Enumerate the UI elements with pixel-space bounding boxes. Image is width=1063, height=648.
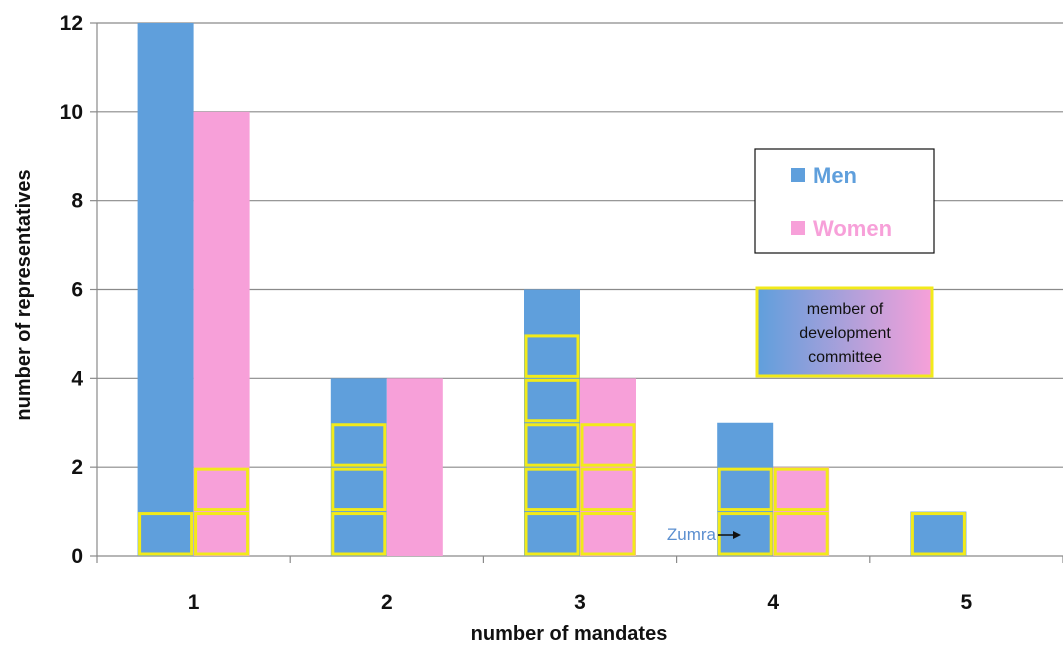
committee-member-women-3-3 [580, 423, 636, 467]
annotation: Zumra [667, 525, 741, 544]
bar-men-2 [330, 378, 387, 556]
committee-member-men-5-1 [910, 512, 966, 556]
committee-member-men-2-1 [331, 512, 387, 556]
legend-swatch-men [791, 168, 805, 182]
bar-women-2 [386, 378, 443, 556]
annotation-zumra: Zumra [667, 525, 717, 544]
x-tick-label-4: 4 [767, 591, 779, 614]
x-tick-label-2: 2 [381, 591, 393, 614]
x-tick-label-1: 1 [188, 591, 200, 614]
y-axis-title: number of representatives [13, 169, 35, 420]
x-tick-label-3: 3 [574, 591, 586, 614]
committee-note-line-1: member of [807, 301, 884, 318]
legend-label-men: Men [813, 163, 857, 188]
committee-member-men-2-2 [331, 467, 387, 512]
committee-member-men-3-1 [524, 512, 580, 556]
y-tick-label-8: 8 [71, 190, 83, 213]
committee-member-women-1-1 [194, 512, 250, 556]
y-tick-label-10: 10 [60, 101, 83, 124]
committee-note-line-3: committee [808, 349, 882, 366]
committee-member-men-1-1 [138, 512, 194, 556]
bar-women-4 [773, 467, 830, 556]
y-tick-label-6: 6 [71, 279, 83, 302]
committee-member-women-1-2 [194, 467, 250, 512]
committee-member-men-3-3 [524, 423, 580, 467]
committee-member-men-2-3 [331, 423, 387, 467]
legend-label-women: Women [813, 216, 892, 241]
x-tick-labels: 1 2 3 4 5 [188, 591, 973, 614]
y-tick-labels: 0 2 4 6 8 10 12 [60, 12, 84, 568]
bar-men-1 [137, 23, 194, 556]
y-tick-label-12: 12 [60, 12, 83, 35]
committee-note-box [755, 286, 934, 378]
committee-note: member of development committee [755, 286, 934, 378]
legend: Men Women [754, 148, 935, 254]
y-tick-label-0: 0 [71, 545, 83, 568]
bar-men-3 [524, 289, 580, 556]
bar-women-1 [193, 111, 250, 556]
y-tick-label-4: 4 [71, 367, 83, 390]
x-tick-label-5: 5 [961, 591, 973, 614]
committee-member-women-4-1 [773, 512, 829, 556]
bars [137, 23, 967, 556]
committee-member-men-4-2 [717, 467, 773, 512]
committee-member-women-4-2 [773, 467, 829, 512]
committee-member-men-3-2 [524, 467, 580, 512]
committee-note-line-2: development [799, 325, 891, 342]
bar-men-4 [717, 422, 774, 556]
committee-member-men-3-4 [524, 378, 580, 423]
committee-member-men-4-1 [717, 512, 773, 556]
committee-member-men-3-5 [524, 334, 580, 378]
y-tick-label-2: 2 [71, 456, 83, 479]
committee-member-women-3-2 [580, 467, 636, 512]
legend-swatch-women [791, 221, 805, 235]
x-axis-title: number of mandates [471, 623, 668, 645]
bar-women-3 [580, 378, 636, 556]
annotation-arrowhead [733, 531, 741, 539]
committee-member-women-3-1 [580, 512, 636, 556]
bar-men-5 [910, 511, 967, 556]
legend-box [754, 148, 935, 254]
